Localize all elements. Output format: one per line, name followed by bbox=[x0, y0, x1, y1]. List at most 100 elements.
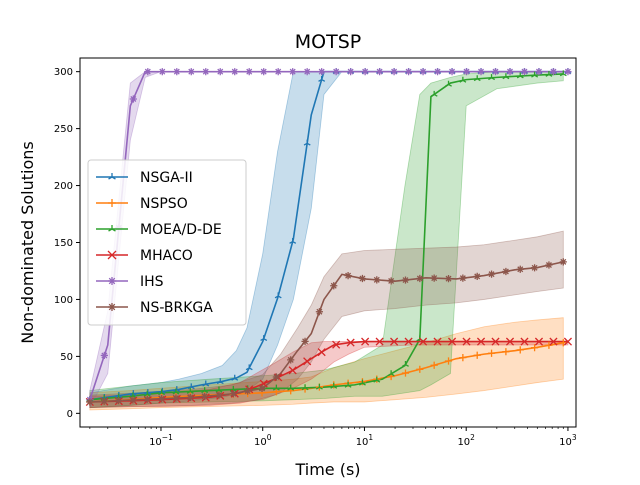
y-axis: 0 50 100 150 200 250 300 bbox=[54, 67, 80, 420]
data-point-marker bbox=[433, 337, 442, 346]
data-point-marker bbox=[430, 90, 438, 97]
data-point-marker bbox=[330, 282, 338, 290]
legend-entry: NSGA-II bbox=[96, 170, 193, 186]
data-point-marker bbox=[459, 274, 467, 282]
legend-label: NSPSO bbox=[140, 196, 188, 212]
data-point-marker bbox=[477, 68, 485, 76]
data-point-marker bbox=[231, 68, 239, 76]
legend-label: MOEA/D-DE bbox=[140, 222, 222, 238]
data-point-marker bbox=[108, 173, 116, 180]
data-point-marker bbox=[545, 70, 553, 77]
data-point-marker bbox=[186, 393, 194, 402]
data-point-marker bbox=[332, 340, 341, 349]
data-point-marker bbox=[444, 275, 453, 283]
data-point-marker bbox=[108, 199, 116, 207]
y-axis-label: Non-dominated Solutions bbox=[18, 141, 37, 343]
legend-entry: NSPSO bbox=[96, 196, 188, 212]
data-point-marker bbox=[459, 76, 467, 83]
legend-label: NSGA-II bbox=[140, 170, 193, 186]
data-point-marker bbox=[387, 277, 395, 285]
data-point-marker bbox=[158, 68, 166, 76]
data-point-marker bbox=[274, 292, 282, 299]
data-point-marker bbox=[530, 344, 539, 352]
data-point-marker bbox=[535, 68, 543, 76]
data-point-marker bbox=[215, 386, 223, 393]
legend: NSGA-II NSPSO MOEA/D-DE MHACO IHS NS-BRKGA bbox=[87, 159, 247, 326]
data-point-marker bbox=[272, 373, 280, 381]
data-point-marker bbox=[545, 261, 553, 269]
data-point-marker bbox=[129, 95, 137, 103]
data-point-marker bbox=[505, 337, 515, 346]
data-point-marker bbox=[245, 68, 253, 76]
data-point-marker bbox=[173, 68, 181, 76]
data-point-marker bbox=[144, 68, 152, 76]
x-axis: 10−1 100 101 102 103 bbox=[89, 427, 577, 448]
data-point-marker bbox=[373, 276, 381, 284]
y-tick-label: 0 bbox=[67, 409, 73, 420]
data-point-marker bbox=[448, 68, 456, 76]
data-point-marker bbox=[303, 68, 311, 76]
data-point-marker bbox=[473, 75, 481, 82]
data-point-marker bbox=[202, 68, 210, 76]
data-point-marker bbox=[430, 274, 438, 282]
data-point-marker bbox=[545, 341, 553, 349]
legend-entry: MOEA/D-DE bbox=[96, 222, 222, 238]
data-point-marker bbox=[401, 276, 410, 284]
data-point-marker bbox=[260, 68, 268, 76]
data-point-marker bbox=[559, 339, 567, 347]
data-point-marker bbox=[216, 68, 224, 76]
data-point-marker bbox=[516, 346, 524, 354]
legend-entry: NS-BRKGA bbox=[96, 300, 213, 316]
data-point-marker bbox=[419, 337, 428, 346]
data-point-marker bbox=[416, 365, 424, 373]
data-point-marker bbox=[462, 68, 471, 76]
legend-label: MHACO bbox=[140, 248, 193, 264]
data-point-marker bbox=[318, 68, 326, 76]
data-point-marker bbox=[260, 335, 268, 342]
data-point-marker bbox=[416, 274, 424, 283]
data-point-marker bbox=[502, 267, 510, 276]
data-point-marker bbox=[473, 351, 481, 359]
data-point-marker bbox=[502, 73, 510, 80]
data-point-marker bbox=[520, 68, 529, 76]
data-point-marker bbox=[287, 356, 295, 364]
data-point-marker bbox=[491, 337, 500, 346]
data-point-marker bbox=[534, 337, 544, 346]
data-point-marker bbox=[108, 303, 116, 311]
data-point-marker bbox=[361, 337, 370, 346]
data-point-marker bbox=[172, 394, 180, 402]
data-point-marker bbox=[344, 272, 352, 280]
data-point-marker bbox=[229, 390, 237, 398]
x-tick-label: 103 bbox=[559, 433, 577, 448]
data-point-marker bbox=[401, 369, 410, 377]
x-tick-label: 10−1 bbox=[149, 433, 173, 448]
data-point-marker bbox=[459, 353, 467, 362]
data-point-marker bbox=[172, 388, 180, 395]
data-point-marker bbox=[201, 387, 209, 394]
data-point-marker bbox=[317, 348, 326, 357]
legend-label: NS-BRKGA bbox=[140, 300, 213, 316]
data-point-marker bbox=[531, 71, 539, 78]
data-point-marker bbox=[86, 398, 94, 406]
data-point-marker bbox=[404, 337, 413, 346]
data-point-marker bbox=[473, 272, 481, 280]
data-point-marker bbox=[390, 337, 399, 346]
data-point-marker bbox=[361, 68, 369, 76]
data-point-marker bbox=[186, 387, 194, 394]
data-point-marker bbox=[301, 337, 309, 345]
x-tick-label: 101 bbox=[356, 433, 374, 448]
data-point-marker bbox=[330, 382, 338, 389]
data-point-marker bbox=[274, 68, 282, 76]
data-point-marker bbox=[187, 68, 195, 76]
data-point-marker bbox=[487, 270, 496, 278]
data-point-marker bbox=[287, 384, 295, 391]
confidence-bands bbox=[89, 71, 569, 411]
data-point-marker bbox=[564, 68, 572, 76]
data-point-marker bbox=[516, 72, 524, 79]
data-point-marker bbox=[187, 383, 195, 390]
data-point-marker bbox=[202, 380, 210, 387]
y-tick-label: 100 bbox=[54, 295, 73, 306]
data-point-marker bbox=[201, 392, 209, 400]
data-point-marker bbox=[433, 68, 442, 76]
